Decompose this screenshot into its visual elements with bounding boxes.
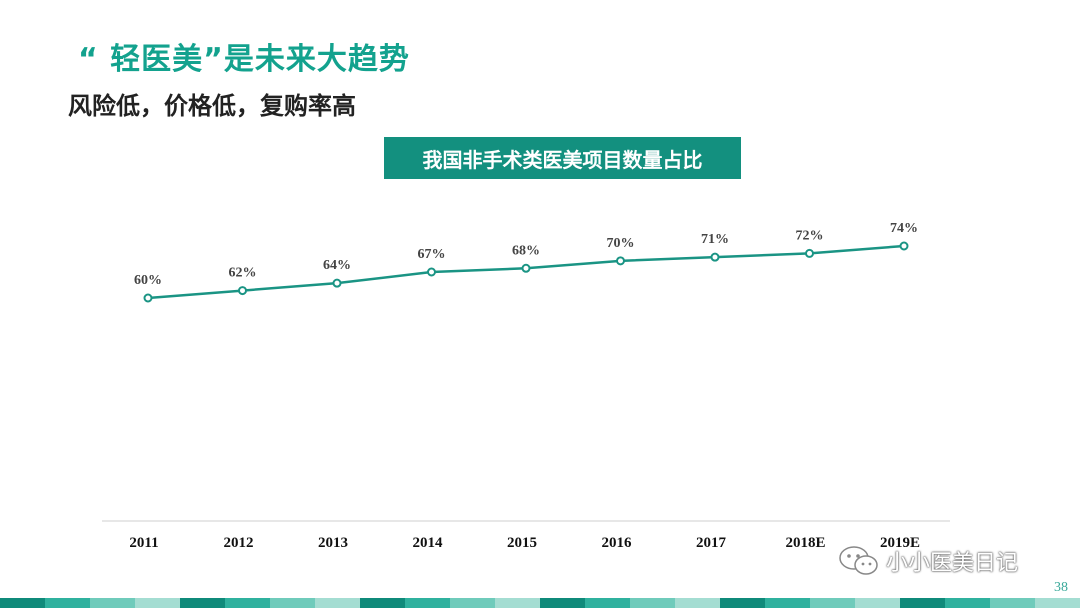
data-label: 60%	[134, 273, 162, 288]
slide-subtitle: 风险低，价格低，复购率高	[68, 92, 356, 120]
data-point	[427, 267, 436, 277]
footer-segment	[45, 598, 90, 608]
x-tick-label: 2012	[224, 535, 254, 551]
page-number: 38	[1054, 580, 1068, 595]
footer-segment	[405, 598, 450, 608]
wechat-icon	[839, 546, 878, 575]
footer-segment	[225, 598, 270, 608]
data-point	[616, 256, 625, 266]
x-tick-label: 2019E	[880, 535, 920, 551]
footer-segment	[855, 598, 900, 608]
footer-segment	[0, 598, 45, 608]
footer-segment	[765, 598, 810, 608]
footer-segment	[585, 598, 630, 608]
slide-headline: “ 轻医美”是未来大趋势	[78, 42, 410, 77]
footer-segment	[360, 598, 405, 608]
data-point	[332, 278, 342, 288]
footer-segment	[315, 598, 360, 608]
footer-segment	[810, 598, 855, 608]
footer-segment	[900, 598, 945, 608]
chart-title: 我国非手术类医美项目数量占比	[422, 147, 703, 172]
footer-segment	[945, 598, 990, 608]
data-label: 62%	[229, 266, 257, 281]
x-tick-label: 2014	[413, 535, 444, 551]
watermark: 小小医美日记	[838, 544, 1018, 578]
x-tick-label: 2016	[602, 535, 633, 551]
data-label: 68%	[512, 243, 540, 258]
x-tick-label: 2011	[129, 535, 158, 551]
x-tick-label: 2017	[696, 535, 727, 551]
x-tick-label: 2018E	[785, 535, 825, 551]
footer-segment	[180, 598, 225, 608]
footer-bar	[0, 598, 1080, 608]
chart-title-box: 我国非手术类医美项目数量占比	[384, 137, 741, 179]
footer-segment	[135, 598, 180, 608]
data-label: 72%	[796, 228, 824, 243]
data-point	[143, 293, 153, 303]
footer-segment	[675, 598, 720, 608]
footer-segment	[630, 598, 675, 608]
footer-segment	[540, 598, 585, 608]
footer-segment	[720, 598, 765, 608]
footer-segment	[1035, 598, 1080, 608]
watermark-text: 小小医美日记	[886, 551, 1019, 576]
data-label: 71%	[701, 232, 729, 247]
footer-segment	[270, 598, 315, 608]
data-point	[238, 286, 247, 296]
data-point	[521, 263, 531, 273]
footer-segment	[990, 598, 1035, 608]
data-label: 64%	[323, 258, 351, 273]
x-tick-label: 2015	[507, 535, 537, 551]
data-label: 70%	[607, 236, 635, 251]
data-point	[899, 241, 909, 251]
data-point	[805, 248, 814, 258]
footer-segment	[495, 598, 540, 608]
data-point	[710, 252, 720, 262]
footer-segment	[90, 598, 135, 608]
footer-segment	[450, 598, 495, 608]
data-label: 67%	[418, 247, 446, 262]
x-tick-label: 2013	[318, 535, 348, 551]
data-label: 74%	[890, 221, 918, 236]
